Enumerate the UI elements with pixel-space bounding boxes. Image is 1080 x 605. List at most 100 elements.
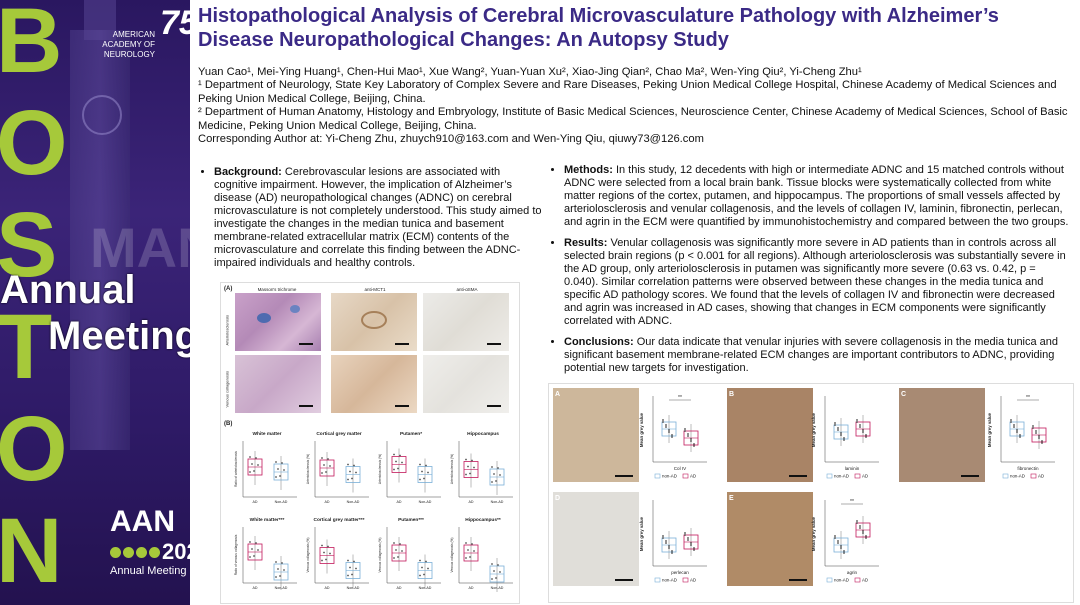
data-point	[837, 540, 839, 542]
data-point	[279, 575, 281, 577]
scale-bar	[615, 475, 633, 477]
data-point	[347, 574, 349, 577]
chart-label: Arteriolosclerosis (%)	[450, 454, 454, 484]
ecm-panel: E Mean grey value ** agrin non-AD AD	[727, 492, 879, 586]
data-point	[275, 461, 277, 463]
histology-image	[727, 492, 813, 586]
data-point	[499, 474, 501, 476]
chart-label: Mean grey value	[987, 412, 992, 447]
legend-swatch	[1030, 473, 1037, 479]
logo-text: AMERICAN ACADEMY OF NEUROLOGY	[102, 30, 155, 59]
data-point	[1035, 430, 1037, 432]
histology-image	[553, 388, 639, 482]
data-point	[401, 461, 403, 464]
data-point	[423, 477, 425, 480]
aan-logo: AMERICAN ACADEMY OF NEUROLOGY 75	[85, 6, 190, 60]
data-point	[843, 439, 845, 441]
legend-swatch	[682, 473, 689, 479]
data-point	[327, 458, 329, 460]
data-point	[668, 545, 670, 547]
data-point	[349, 566, 351, 569]
data-point	[325, 471, 327, 473]
poster-title: Histopathological Analysis of Cerebral M…	[198, 5, 999, 51]
data-point	[281, 562, 283, 564]
chart-label: non-AD	[662, 474, 677, 479]
legend-swatch	[854, 577, 861, 583]
histology-image	[331, 293, 417, 351]
data-point	[421, 470, 423, 473]
data-point	[671, 434, 673, 436]
clock-face	[82, 95, 122, 135]
methods-label: Methods:	[564, 164, 613, 176]
chart-label: Venous collagenosis (%)	[306, 538, 310, 573]
data-point	[497, 564, 499, 566]
data-point	[840, 434, 842, 436]
row-label: Venous collagenosis	[224, 371, 230, 408]
data-point	[843, 552, 845, 554]
chart-label: D	[555, 495, 560, 502]
data-point	[1010, 421, 1012, 423]
logo-75: 75	[160, 4, 190, 42]
data-point	[862, 532, 864, 534]
chart-label: Non-AD	[275, 500, 288, 504]
data-point	[834, 424, 836, 426]
data-point	[469, 556, 471, 558]
background-label: Background:	[214, 166, 282, 178]
chart-label: AD	[325, 586, 330, 590]
data-point	[351, 477, 353, 480]
legend-swatch	[826, 473, 833, 479]
year-text: 2023	[162, 539, 190, 564]
data-point	[687, 537, 689, 539]
chart-label: Ratio of arteriolosclerosis	[234, 451, 238, 487]
chart-label: Venous collagenosis (%)	[378, 538, 382, 573]
data-point	[257, 549, 259, 551]
data-point	[255, 542, 257, 544]
legend-swatch	[682, 577, 689, 583]
data-point	[668, 547, 670, 549]
chart-label: AD	[862, 578, 868, 583]
data-point	[684, 532, 686, 534]
panel-a-label: (A)	[224, 286, 233, 292]
data-point	[834, 535, 836, 537]
data-point	[399, 454, 401, 457]
data-point	[687, 539, 689, 541]
right-column: Methods: In this study, 12 decedents wit…	[550, 164, 1070, 383]
letter: O	[0, 398, 68, 500]
data-point	[419, 574, 421, 577]
chart-label: Non-AD	[347, 586, 360, 590]
stain-header: Masson's trichrome	[257, 287, 297, 292]
histology-image	[235, 355, 321, 413]
data-point	[690, 438, 692, 440]
data-point	[321, 457, 323, 459]
chart-label: non-AD	[834, 474, 849, 479]
data-point	[253, 470, 255, 472]
chart-label: laminin	[845, 466, 860, 471]
panel-b-label: (B)	[224, 421, 233, 427]
chart-label: AD	[253, 586, 258, 590]
data-point	[1032, 425, 1034, 427]
sidebar-banner: B O S T O N AMERICAN ACADEMY OF NEUROLOG…	[0, 0, 190, 605]
legend-swatch	[854, 473, 861, 479]
chart-label: Arteriolosclerosis (%)	[306, 454, 310, 484]
chart-label: White matter***	[250, 517, 285, 523]
data-point	[321, 472, 323, 474]
data-point	[495, 480, 497, 482]
data-point	[693, 445, 695, 447]
background-section: Background: Cerebrovascular lesions are …	[214, 166, 542, 270]
aan-text: AAN	[110, 505, 175, 538]
data-point	[671, 550, 673, 552]
data-point	[347, 478, 349, 481]
data-point	[668, 429, 670, 431]
chart-label: Non-AD	[419, 586, 432, 590]
chart-label: AD	[397, 500, 402, 504]
figure-2: A Mean grey value ** Col IV non-AD AD B Mean gr…	[548, 383, 1074, 603]
data-point	[283, 469, 285, 471]
data-point	[690, 440, 692, 442]
chart-label: AD	[862, 474, 868, 479]
data-point	[275, 476, 277, 478]
data-point	[397, 556, 399, 558]
mini-chart: Cortical grey matter*** Venous collagenos…	[306, 517, 369, 590]
data-point	[856, 419, 858, 421]
annual-text: Annual	[0, 268, 136, 312]
chart-label: Mean grey value	[811, 412, 816, 447]
